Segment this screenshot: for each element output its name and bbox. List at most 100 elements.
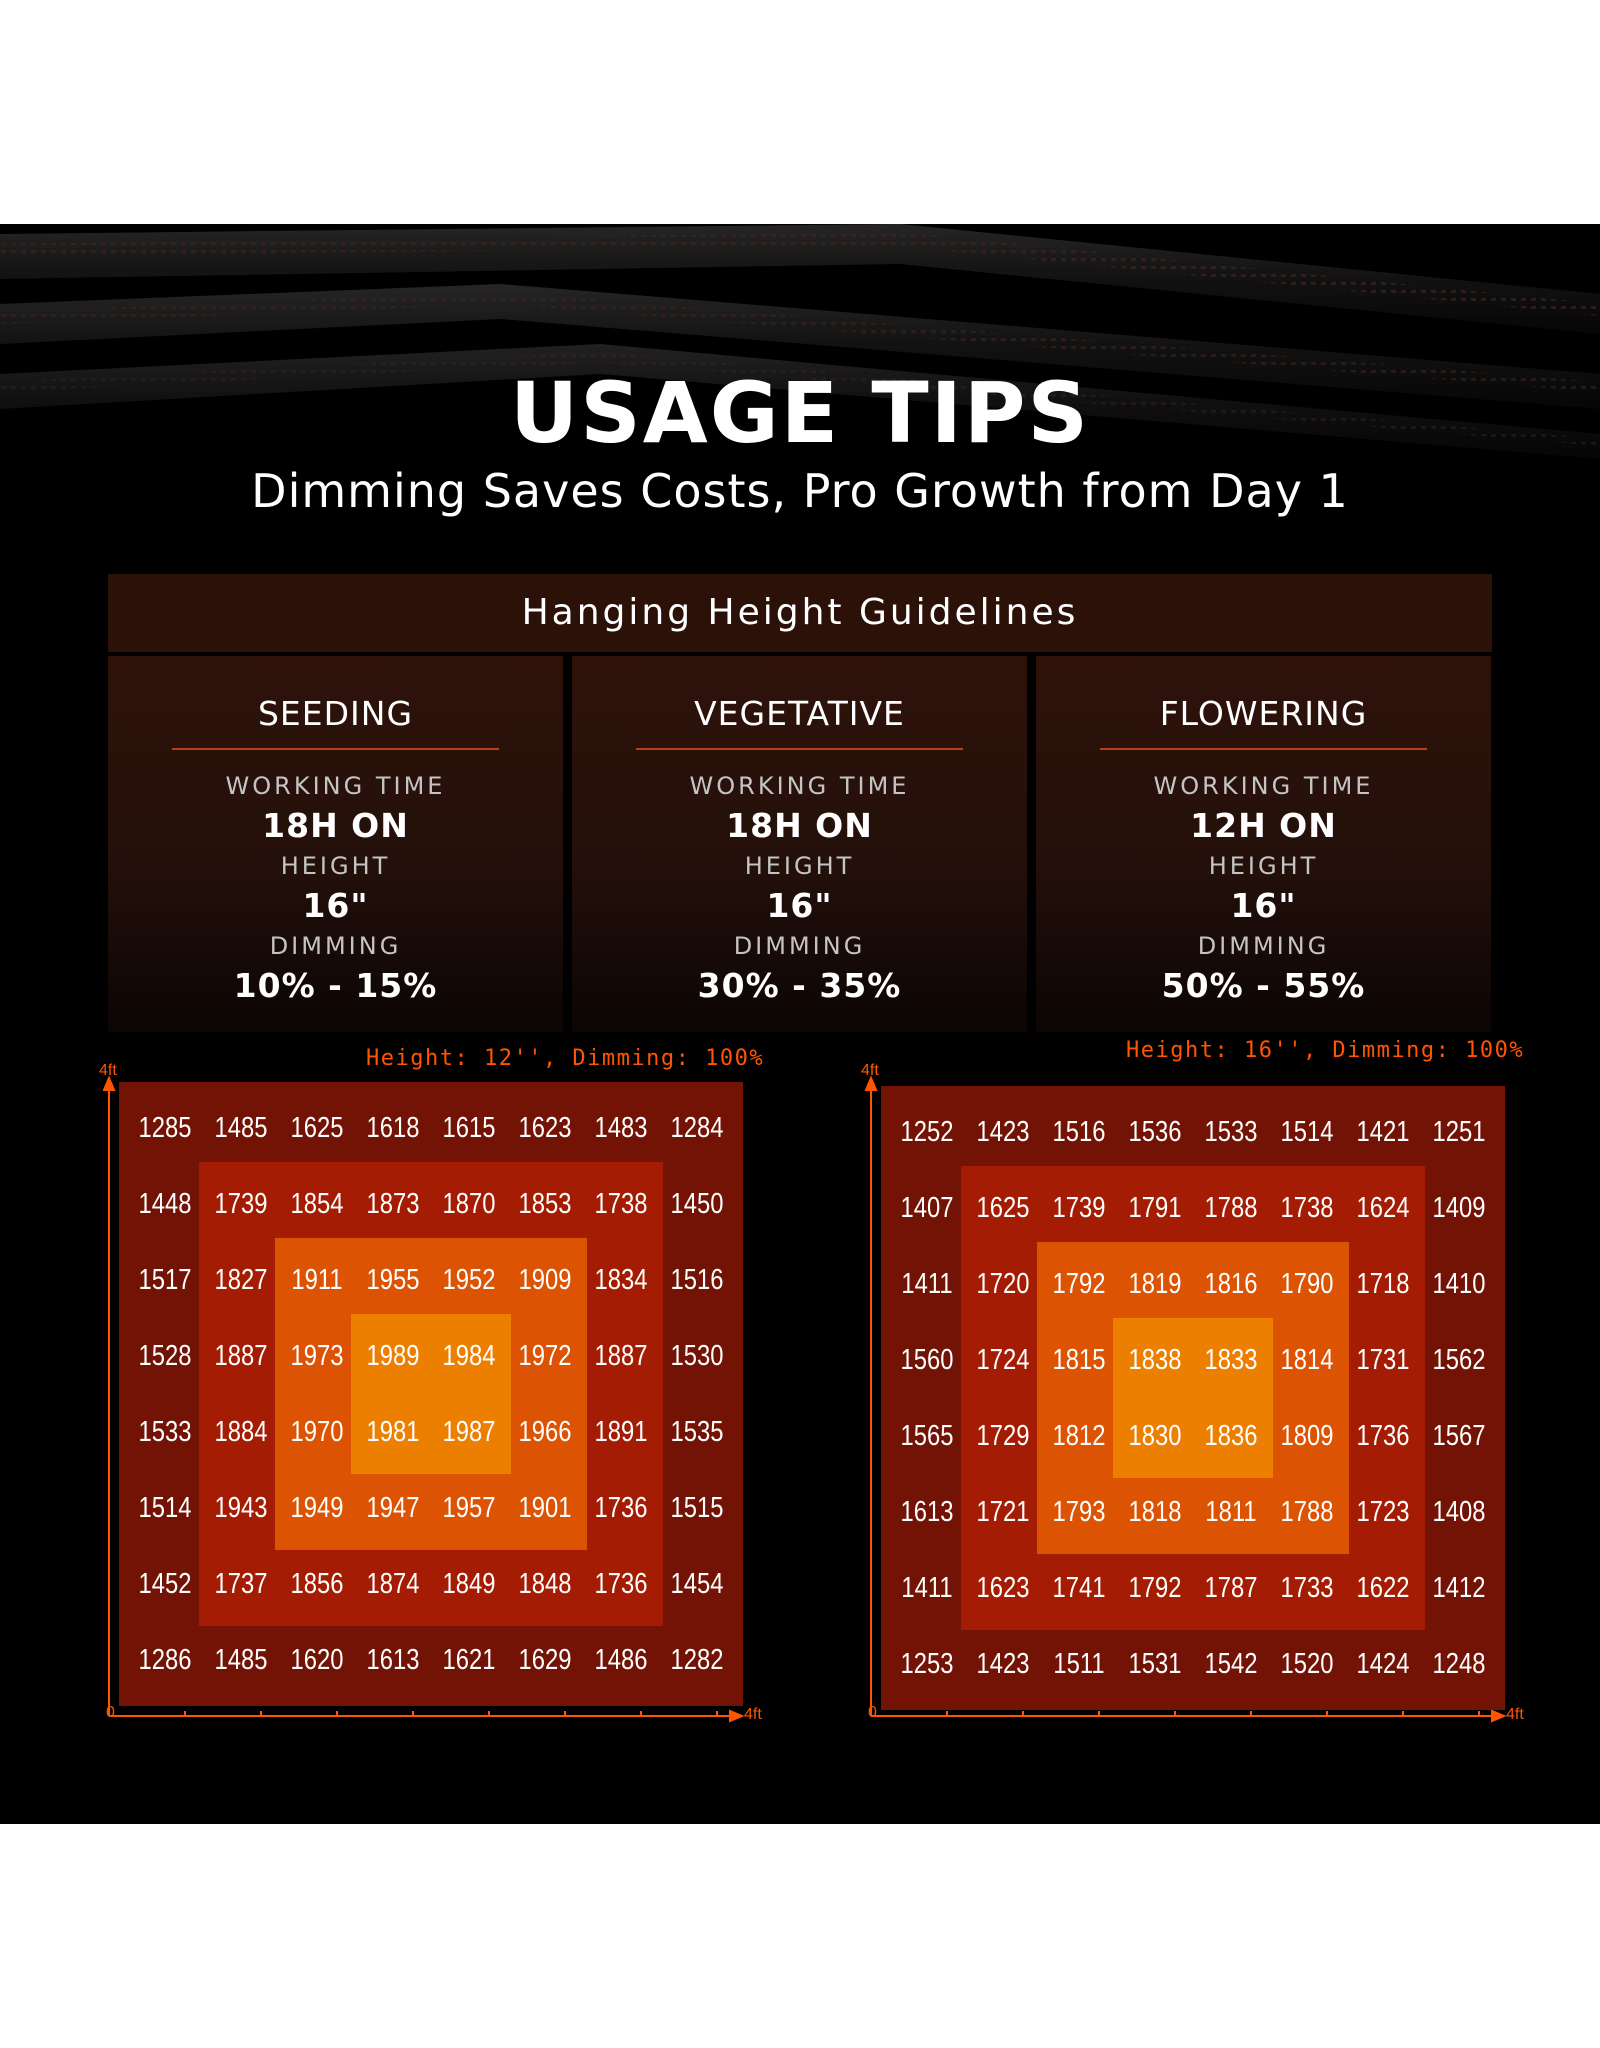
heatmap-cell: 1517 bbox=[138, 1264, 192, 1296]
heatmap-cell: 1411 bbox=[901, 1268, 953, 1300]
heatmap-cell: 1788 bbox=[1204, 1192, 1258, 1224]
heatmap-cell: 1285 bbox=[138, 1112, 192, 1144]
heatmap-cell: 1452 bbox=[138, 1568, 192, 1600]
heatmap-cell: 1739 bbox=[1052, 1192, 1106, 1224]
stage-name: SEEDING bbox=[257, 694, 414, 733]
height-value: 16" bbox=[1230, 886, 1297, 925]
heatmap-cell: 1514 bbox=[1280, 1116, 1334, 1148]
heatmap-cell: 1528 bbox=[138, 1340, 192, 1372]
working-time-value: 18H ON bbox=[726, 806, 873, 845]
heatmap-cell: 1827 bbox=[214, 1264, 268, 1296]
heatmap-cell: 1530 bbox=[670, 1340, 724, 1372]
heatmap-cell: 1562 bbox=[1432, 1344, 1486, 1376]
x-axis-arrow-icon bbox=[729, 1709, 745, 1723]
heatmap-cell: 1723 bbox=[1356, 1496, 1410, 1528]
x-axis-max-label: 4ft bbox=[1506, 1706, 1524, 1723]
heatmap-cell: 1621 bbox=[442, 1644, 496, 1676]
heatmap-cell: 1409 bbox=[1432, 1192, 1486, 1224]
heatmap-cell: 1516 bbox=[1052, 1116, 1106, 1148]
heatmap-cell: 1792 bbox=[1052, 1268, 1106, 1300]
heatmap-axes bbox=[102, 1075, 1507, 1723]
y-axis-max-label: 4ft bbox=[861, 1062, 879, 1079]
heatmap-cell: 1737 bbox=[214, 1568, 268, 1600]
heatmap-cell: 1625 bbox=[290, 1112, 344, 1144]
dimming-value: 10% - 15% bbox=[233, 966, 438, 1005]
heatmap-cell: 1565 bbox=[900, 1420, 954, 1452]
heatmap-cell: 1981 bbox=[366, 1416, 420, 1448]
heatmap-cell: 1788 bbox=[1280, 1496, 1334, 1528]
heatmap-cell: 1791 bbox=[1128, 1192, 1182, 1224]
height-label: HEIGHT bbox=[1208, 852, 1319, 880]
heatmap-cell: 1838 bbox=[1128, 1344, 1182, 1376]
heatmap-cell: 1812 bbox=[1052, 1420, 1106, 1452]
heat-zone-4 bbox=[351, 1314, 511, 1474]
heatmap-cell: 1738 bbox=[1280, 1192, 1334, 1224]
heatmap-title-12in: Height: 12'', Dimming: 100% bbox=[366, 1046, 765, 1071]
heatmap-cell: 1720 bbox=[976, 1268, 1030, 1300]
y-axis-arrow-icon bbox=[102, 1075, 116, 1091]
heatmap-cell: 1718 bbox=[1356, 1268, 1410, 1300]
height-value: 16" bbox=[766, 886, 833, 925]
heatmap-cell: 1833 bbox=[1204, 1344, 1258, 1376]
heatmap-cell: 1836 bbox=[1204, 1420, 1258, 1452]
y-axis-arrow-icon bbox=[864, 1075, 878, 1091]
heatmap-cell: 1814 bbox=[1280, 1344, 1334, 1376]
heatmap-cell: 1412 bbox=[1432, 1572, 1486, 1604]
heatmap-cell: 1874 bbox=[366, 1568, 420, 1600]
heatmap-cell: 1873 bbox=[366, 1188, 420, 1220]
heatmap-cell: 1486 bbox=[594, 1644, 648, 1676]
heatmap-cell: 1947 bbox=[366, 1492, 420, 1524]
heatmap-cell: 1870 bbox=[442, 1188, 496, 1220]
y-axis-max-label: 4ft bbox=[99, 1062, 117, 1079]
heatmap-cell: 1987 bbox=[442, 1416, 496, 1448]
heatmap-cell: 1485 bbox=[214, 1644, 268, 1676]
heatmap-cell: 1424 bbox=[1356, 1648, 1410, 1680]
heatmap-cell: 1818 bbox=[1128, 1496, 1182, 1528]
working-time-label: WORKING TIME bbox=[225, 772, 446, 800]
heatmap-cell: 1533 bbox=[1204, 1116, 1258, 1148]
heatmap-cell: 1542 bbox=[1204, 1648, 1258, 1680]
heatmap-cell: 1957 bbox=[442, 1492, 496, 1524]
heatmap-cell: 1516 bbox=[670, 1264, 724, 1296]
heatmap-cell: 1560 bbox=[900, 1344, 954, 1376]
heatmap-cell: 1739 bbox=[214, 1188, 268, 1220]
heatmap-cell: 1410 bbox=[1432, 1268, 1486, 1300]
height-label: HEIGHT bbox=[744, 852, 855, 880]
heatmap-cell: 1483 bbox=[594, 1112, 648, 1144]
heatmap-cell: 1848 bbox=[518, 1568, 572, 1600]
heatmap-cell: 1531 bbox=[1128, 1648, 1182, 1680]
heatmap-cell: 1989 bbox=[366, 1340, 420, 1372]
stage-name: VEGETATIVE bbox=[694, 694, 905, 733]
heatmap-cell: 1793 bbox=[1052, 1496, 1106, 1528]
heatmap-cell: 1623 bbox=[976, 1572, 1030, 1604]
x-axis-arrow-icon bbox=[1491, 1709, 1507, 1723]
stage-card-flowering: FLOWERING WORKING TIME 12H ON HEIGHT 16"… bbox=[1036, 656, 1491, 1032]
heatmap-cell: 1485 bbox=[214, 1112, 268, 1144]
heatmap-cell: 1282 bbox=[670, 1644, 724, 1676]
dimming-value: 30% - 35% bbox=[697, 966, 902, 1005]
heatmap-cell: 1887 bbox=[214, 1340, 268, 1372]
heatmap-cell: 1792 bbox=[1128, 1572, 1182, 1604]
height-label: HEIGHT bbox=[280, 852, 391, 880]
heatmap-cell: 1248 bbox=[1432, 1648, 1486, 1680]
heatmap-cell: 1567 bbox=[1432, 1420, 1486, 1452]
heatmap-cell: 1407 bbox=[900, 1192, 954, 1224]
heatmap-cell: 1252 bbox=[900, 1116, 954, 1148]
working-time-label: WORKING TIME bbox=[689, 772, 910, 800]
heatmap-cell: 1816 bbox=[1204, 1268, 1258, 1300]
stage-name: FLOWERING bbox=[1159, 694, 1368, 733]
heatmap-cell: 1624 bbox=[1356, 1192, 1410, 1224]
light-fixture-illustration bbox=[0, 224, 1600, 464]
heatmap-cell: 1731 bbox=[1356, 1344, 1410, 1376]
heatmap-cell: 1966 bbox=[518, 1416, 572, 1448]
heatmap-cell: 1809 bbox=[1280, 1420, 1334, 1452]
heatmap-cell: 1736 bbox=[594, 1568, 648, 1600]
heatmap-cell: 1736 bbox=[594, 1492, 648, 1524]
page-subtitle: Dimming Saves Costs, Pro Growth from Day… bbox=[251, 464, 1349, 518]
heatmap-cell: 1815 bbox=[1052, 1344, 1106, 1376]
heatmap-cell: 1411 bbox=[901, 1572, 953, 1604]
heatmap-cell: 1834 bbox=[594, 1264, 648, 1296]
heatmap-cell: 1729 bbox=[976, 1420, 1030, 1452]
working-time-label: WORKING TIME bbox=[1153, 772, 1374, 800]
heatmap-cell: 1811 bbox=[1205, 1496, 1257, 1528]
